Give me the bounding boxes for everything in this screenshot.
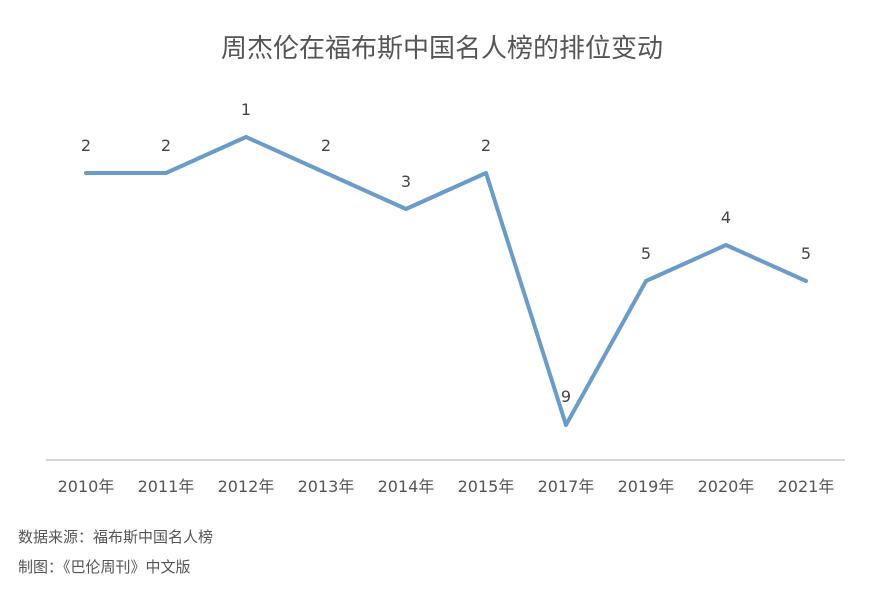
data-label: 2 xyxy=(81,136,91,155)
data-label: 4 xyxy=(721,208,731,227)
chart-title: 周杰伦在福布斯中国名人榜的排位变动 xyxy=(220,34,663,64)
x-tick-label: 2010年 xyxy=(58,477,115,496)
x-tick-label: 2017年 xyxy=(538,477,595,496)
x-tick-label: 2014年 xyxy=(378,477,435,496)
data-label: 5 xyxy=(641,244,651,263)
data-label: 2 xyxy=(321,136,331,155)
data-label: 3 xyxy=(401,172,411,191)
data-label: 5 xyxy=(801,244,811,263)
data-label: 2 xyxy=(161,136,171,155)
data-label: 1 xyxy=(241,100,251,119)
x-tick-label: 2015年 xyxy=(458,477,515,496)
data-labels: 2 2 1 2 3 2 9 5 4 5 xyxy=(81,100,811,406)
x-tick-label: 2011年 xyxy=(138,477,195,496)
x-tick-label: 2019年 xyxy=(618,477,675,496)
x-tick-labels: 2010年 2011年 2012年 2013年 2014年 2015年 2017年 2019年… xyxy=(58,477,835,496)
credit-note: 制图：《巴伦周刊》中文版 xyxy=(18,558,191,576)
x-tick-label: 2021年 xyxy=(778,477,835,496)
x-tick-label: 2013年 xyxy=(298,477,355,496)
x-tick-label: 2012年 xyxy=(218,477,275,496)
source-note: 数据来源：福布斯中国名人榜 xyxy=(18,528,214,546)
data-label: 2 xyxy=(481,136,491,155)
data-label: 9 xyxy=(561,387,571,406)
x-tick-label: 2020年 xyxy=(698,477,755,496)
series-line xyxy=(84,135,808,427)
